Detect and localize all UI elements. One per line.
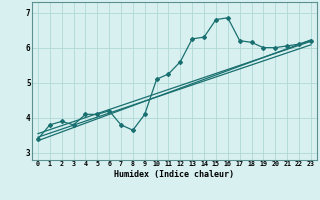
X-axis label: Humidex (Indice chaleur): Humidex (Indice chaleur) <box>115 170 234 179</box>
